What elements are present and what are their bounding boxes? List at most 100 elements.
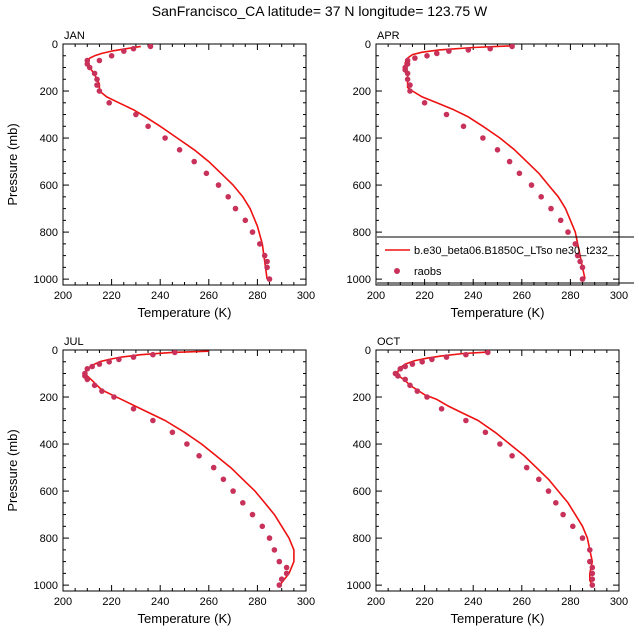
- raobs-point: [276, 558, 283, 565]
- y-tick-label: 800: [353, 533, 371, 545]
- figure-title: SanFrancisco_CA latitude= 37 N longitude…: [152, 3, 488, 19]
- y-tick-label: 600: [353, 180, 371, 192]
- raobs-point: [278, 576, 285, 582]
- raobs-point: [225, 194, 231, 200]
- raobs-point: [407, 88, 413, 94]
- x-tick-label: 260: [200, 596, 218, 608]
- raobs-point: [572, 241, 579, 247]
- raobs-point: [147, 44, 154, 50]
- x-tick-label: 280: [248, 596, 266, 608]
- raobs-point: [589, 564, 596, 571]
- raobs-point: [96, 57, 103, 64]
- raobs-point: [266, 276, 273, 282]
- panel-apr: 200 220 240 260 280 300 0 200 400 600 800 1000 APR Te…: [347, 30, 629, 320]
- raobs-point: [570, 523, 576, 530]
- raobs-point: [579, 276, 586, 282]
- raobs-point: [523, 464, 530, 471]
- raobs-point: [443, 354, 450, 360]
- raobs-point: [261, 252, 268, 259]
- raobs-point: [589, 570, 596, 577]
- raobs-point: [130, 406, 137, 412]
- x-tick-label: 240: [464, 596, 482, 608]
- y-tick-label: 0: [365, 345, 371, 357]
- panels: 200 220 240 260 280 300 0 200 400 600 800 1000 JAN Te…: [5, 30, 628, 626]
- raobs-point: [463, 417, 469, 424]
- raobs-point: [133, 111, 139, 118]
- raobs-point: [86, 64, 93, 71]
- y-tick-label: 600: [353, 486, 371, 498]
- raobs-point: [150, 351, 156, 358]
- raobs-point: [589, 576, 596, 582]
- x-tick-label: 260: [200, 290, 218, 302]
- x-tick-label: 300: [610, 596, 628, 608]
- raobs-point: [494, 147, 501, 153]
- raobs-point: [414, 388, 421, 394]
- raobs-point: [130, 354, 137, 360]
- raobs-point: [412, 55, 418, 61]
- x-tick-label: 280: [248, 290, 266, 302]
- raobs-point: [121, 48, 127, 54]
- raobs-point: [407, 382, 413, 389]
- raobs-point: [404, 70, 411, 77]
- raobs-point: [169, 429, 176, 436]
- raobs-point: [528, 182, 535, 188]
- y-tick-label: 800: [40, 227, 58, 239]
- raobs-point: [465, 47, 472, 53]
- raobs-point: [409, 361, 416, 367]
- model-profile-line-jan: [86, 45, 268, 280]
- raobs-point: [497, 441, 503, 447]
- raobs-point: [91, 70, 98, 77]
- x-tick-label: 280: [561, 290, 579, 302]
- model-profile-line-jul: [84, 350, 295, 586]
- y-tick-label: 600: [40, 180, 58, 192]
- raobs-point: [538, 194, 544, 200]
- raobs-point: [111, 394, 117, 400]
- raobs-point: [574, 252, 581, 259]
- raobs-point: [215, 182, 222, 188]
- x-tick-label: 260: [513, 596, 531, 608]
- y-tick-label: 1000: [34, 274, 58, 286]
- raobs-point: [94, 82, 100, 88]
- raobs-point: [402, 363, 409, 370]
- raobs-point: [438, 406, 445, 412]
- panel-jan: 200 220 240 260 280 300 0 200 400 600 800 1000 JAN Te…: [5, 30, 315, 320]
- x-tick-label: 220: [102, 596, 120, 608]
- raobs-point: [210, 464, 217, 471]
- raobs-point: [516, 170, 523, 177]
- y-axis-label: Pressure (mb): [5, 123, 20, 205]
- y-tick-label: 600: [40, 486, 58, 498]
- raobs-point: [565, 229, 571, 235]
- panel-title-jan: JAN: [64, 30, 85, 42]
- y-tick-label: 1000: [347, 580, 371, 592]
- raobs-point: [108, 53, 115, 59]
- model-profile-line-apr: [404, 45, 586, 280]
- panel-title-jul: JUL: [64, 336, 84, 348]
- x-tick-label: 300: [297, 596, 315, 608]
- raobs-point: [506, 158, 513, 165]
- legend-model-label: b.e30_beta06.B1850C_LTso ne30_t232_: [414, 245, 615, 257]
- raobs-point: [106, 359, 112, 365]
- raobs-point: [589, 582, 596, 588]
- raobs-point: [106, 100, 112, 106]
- raobs-point: [203, 170, 210, 177]
- y-tick-label: 800: [353, 227, 371, 239]
- raobs-point: [429, 356, 435, 363]
- panel-jul: 200 220 240 260 280 300 0 200 400 600 800 1000 JUL Te…: [5, 336, 315, 626]
- raobs-point: [560, 511, 566, 518]
- x-tick-label: 200: [54, 596, 72, 608]
- y-tick-label: 400: [40, 133, 58, 145]
- x-axis-label: Temperature (K): [451, 611, 545, 626]
- y-tick-label: 800: [40, 533, 58, 545]
- y-tick-label: 1000: [34, 580, 58, 592]
- raobs-point: [266, 535, 273, 541]
- y-tick-label: 400: [353, 133, 371, 145]
- raobs-point: [172, 350, 178, 356]
- raobs-point: [184, 441, 190, 447]
- x-tick-label: 300: [610, 290, 628, 302]
- raobs-point: [249, 511, 256, 518]
- y-tick-label: 400: [353, 439, 371, 451]
- raobs-point: [446, 48, 452, 54]
- raobs-point: [480, 135, 486, 141]
- y-tick-label: 200: [40, 392, 58, 404]
- x-tick-label: 200: [54, 290, 72, 302]
